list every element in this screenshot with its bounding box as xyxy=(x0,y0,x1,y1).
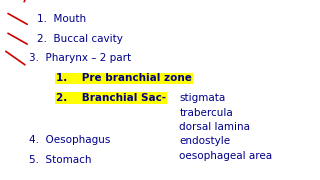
Text: endostyle: endostyle xyxy=(179,136,230,146)
Text: 1.    Pre branchial zone: 1. Pre branchial zone xyxy=(56,73,192,83)
Text: 2.  Buccal cavity: 2. Buccal cavity xyxy=(37,34,123,44)
Text: stigmata: stigmata xyxy=(179,93,226,103)
Text: 5.  Stomach: 5. Stomach xyxy=(29,155,91,165)
Text: trabercula: trabercula xyxy=(179,107,233,118)
Text: 4.  Oesophagus: 4. Oesophagus xyxy=(29,135,110,145)
Text: 2.    Branchial Sac-: 2. Branchial Sac- xyxy=(56,93,166,103)
Text: oesophageal area: oesophageal area xyxy=(179,151,272,161)
Text: 3.  Pharynx – 2 part: 3. Pharynx – 2 part xyxy=(29,53,131,64)
Text: dorsal lamina: dorsal lamina xyxy=(179,122,250,132)
Text: 1.  Mouth: 1. Mouth xyxy=(37,14,86,24)
